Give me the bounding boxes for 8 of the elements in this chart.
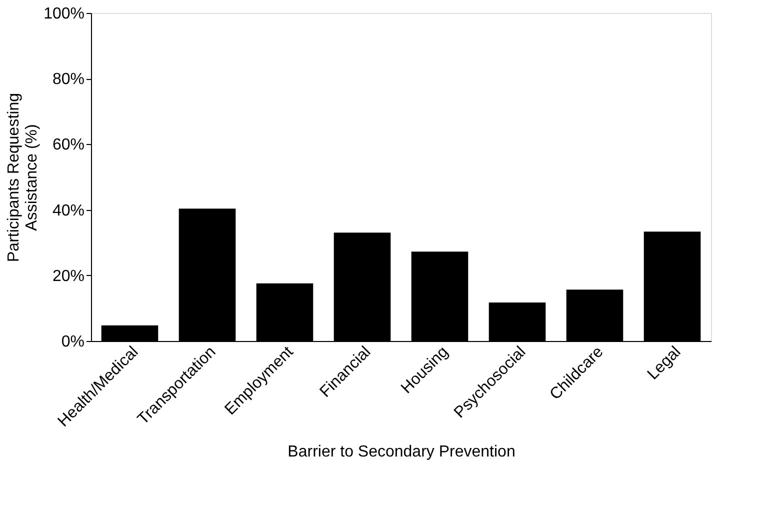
y-axis-title: Participants Requesting Assistance (%) xyxy=(6,93,41,262)
y-tick-label: 20% xyxy=(52,268,84,285)
x-axis-title: Barrier to Secondary Prevention xyxy=(288,444,516,461)
y-tick-label: 40% xyxy=(52,202,84,220)
y-tick-label: 0% xyxy=(61,334,84,350)
y-tick-label: 60% xyxy=(52,136,84,154)
y-tick-label: 100% xyxy=(44,6,84,22)
y-tick-label: 80% xyxy=(52,71,84,88)
